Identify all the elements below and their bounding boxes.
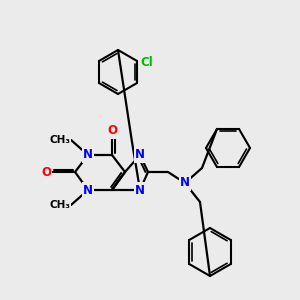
Text: CH₃: CH₃ [49,200,70,210]
Text: N: N [83,184,93,196]
Text: O: O [107,124,117,137]
Text: Cl: Cl [141,56,153,70]
Text: N: N [83,148,93,161]
Text: N: N [135,148,145,161]
Text: N: N [135,184,145,196]
Text: CH₃: CH₃ [49,135,70,145]
Text: O: O [41,166,51,178]
Text: N: N [180,176,190,190]
